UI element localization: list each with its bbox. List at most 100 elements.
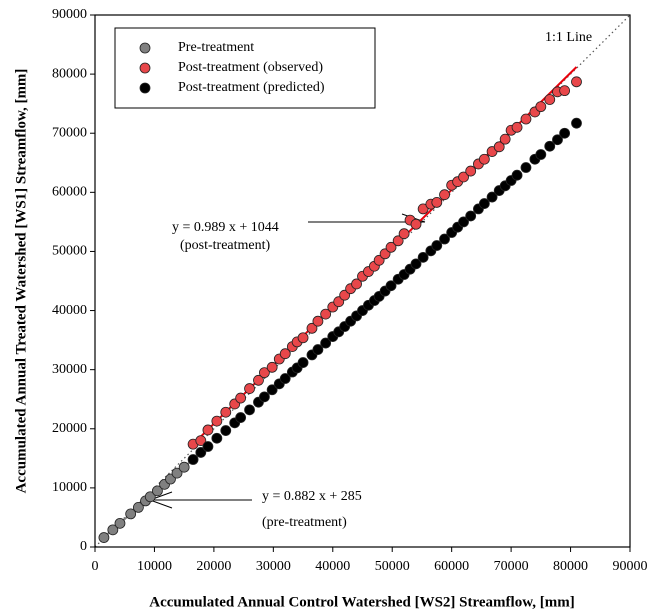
- data-point: [535, 149, 547, 160]
- x-tick-label: 50000: [375, 559, 410, 574]
- data-point: [253, 374, 264, 386]
- data-point: [211, 415, 223, 427]
- data-point: [266, 361, 278, 373]
- x-tick-label: 30000: [256, 559, 291, 574]
- y-tick-label: 40000: [52, 303, 87, 318]
- data-point: [431, 240, 443, 251]
- data-point: [478, 198, 490, 209]
- annotation: (post-treatment): [180, 238, 271, 253]
- data-point: [98, 532, 110, 543]
- annotation: y = 0.989 x + 1044: [172, 220, 279, 235]
- data-point: [306, 322, 318, 334]
- data-point: [312, 315, 324, 327]
- data-point: [235, 412, 247, 423]
- data-point: [465, 165, 477, 177]
- legend-marker: [139, 42, 151, 54]
- data-point: [544, 140, 556, 152]
- data-point: [410, 218, 422, 230]
- y-tick-label: 0: [80, 539, 87, 554]
- x-tick-label: 10000: [137, 559, 172, 574]
- x-tick-label: 40000: [315, 559, 350, 574]
- y-axis-title: Accumulated Annual Treated Watershed [WS…: [13, 69, 29, 494]
- data-point: [195, 435, 207, 447]
- reference-label: 1:1 Line: [545, 30, 592, 45]
- data-point: [417, 251, 429, 263]
- data-point: [385, 280, 397, 292]
- data-point: [410, 258, 422, 270]
- annotation: (pre-treatment): [262, 515, 347, 530]
- data-point: [552, 134, 563, 146]
- data-point: [511, 169, 523, 181]
- legend-label: Pre-treatment: [178, 40, 254, 55]
- y-tick-label: 70000: [52, 125, 87, 140]
- x-tick-label: 0: [92, 559, 99, 574]
- y-tick-label: 30000: [52, 362, 87, 377]
- y-tick-label: 60000: [52, 185, 87, 200]
- x-tick-label: 20000: [196, 559, 231, 574]
- data-point: [458, 171, 469, 183]
- data-point: [571, 76, 582, 88]
- data-point: [351, 278, 362, 290]
- data-point: [220, 425, 232, 436]
- data-point: [202, 424, 214, 436]
- data-point: [279, 373, 291, 384]
- data-point: [493, 141, 505, 153]
- data-point: [178, 461, 190, 473]
- y-tick-label: 50000: [52, 244, 87, 259]
- data-point: [107, 524, 119, 536]
- data-point: [520, 113, 532, 125]
- x-tick-label: 90000: [613, 559, 648, 574]
- annotation: y = 0.882 x + 285: [262, 489, 362, 504]
- data-point: [520, 162, 532, 173]
- data-point: [244, 383, 255, 394]
- data-point: [559, 85, 571, 97]
- data-point: [511, 121, 523, 133]
- plot-frame: [94, 14, 631, 548]
- data-point: [125, 508, 137, 520]
- data-point: [320, 308, 332, 320]
- data-point: [499, 133, 511, 145]
- data-point: [320, 337, 332, 349]
- data-point: [478, 153, 490, 165]
- data-point: [312, 344, 324, 355]
- x-axis-title: Accumulated Annual Control Watershed [WS…: [149, 594, 574, 610]
- data-point: [431, 196, 443, 208]
- data-point: [398, 228, 410, 240]
- legend-marker: [139, 62, 151, 74]
- data-point: [259, 367, 270, 379]
- data-point: [211, 432, 223, 444]
- data-point: [465, 210, 477, 222]
- x-tick-label: 60000: [434, 559, 469, 574]
- legend-label: Post-treatment (predicted): [178, 80, 325, 95]
- data-point: [220, 406, 232, 418]
- data-point: [266, 384, 278, 396]
- data-point: [195, 447, 207, 458]
- legend-box: [114, 27, 376, 109]
- y-tick-label: 90000: [52, 7, 87, 22]
- data-point: [132, 501, 144, 513]
- legend-label: Post-treatment (observed): [178, 60, 323, 75]
- data-point: [458, 216, 469, 228]
- y-tick-label: 20000: [52, 421, 87, 436]
- x-tick-label: 80000: [553, 559, 588, 574]
- y-tick-label: 80000: [52, 66, 87, 81]
- data-point: [392, 235, 404, 247]
- legend-marker: [139, 82, 151, 94]
- data-point: [535, 101, 547, 113]
- data-point: [259, 391, 270, 403]
- data-point: [144, 491, 156, 503]
- data-point: [439, 233, 450, 245]
- arrow: [149, 499, 173, 509]
- y-tick-label: 10000: [52, 480, 87, 495]
- data-point: [202, 441, 214, 452]
- data-point: [114, 517, 126, 529]
- data-point: [559, 127, 571, 139]
- data-point: [486, 191, 498, 203]
- data-point: [385, 241, 397, 253]
- data-point: [235, 392, 247, 404]
- data-point: [544, 94, 556, 105]
- data-point: [152, 485, 163, 497]
- data-point: [171, 467, 183, 479]
- data-point: [187, 454, 199, 465]
